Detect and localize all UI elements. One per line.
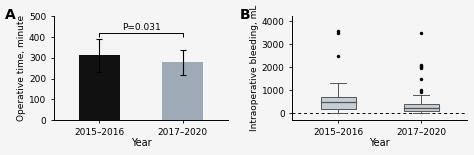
Y-axis label: Operative time, minute: Operative time, minute <box>17 15 26 121</box>
X-axis label: Year: Year <box>131 138 151 148</box>
Text: B: B <box>240 8 251 22</box>
Bar <box>79 55 120 120</box>
Bar <box>404 104 439 111</box>
Y-axis label: Intraoperative bleeding, mL: Intraoperative bleeding, mL <box>250 5 259 131</box>
X-axis label: Year: Year <box>369 138 390 148</box>
Text: P=0.031: P=0.031 <box>122 23 160 32</box>
Bar <box>320 97 356 108</box>
Bar <box>162 62 203 120</box>
Text: A: A <box>5 8 16 22</box>
